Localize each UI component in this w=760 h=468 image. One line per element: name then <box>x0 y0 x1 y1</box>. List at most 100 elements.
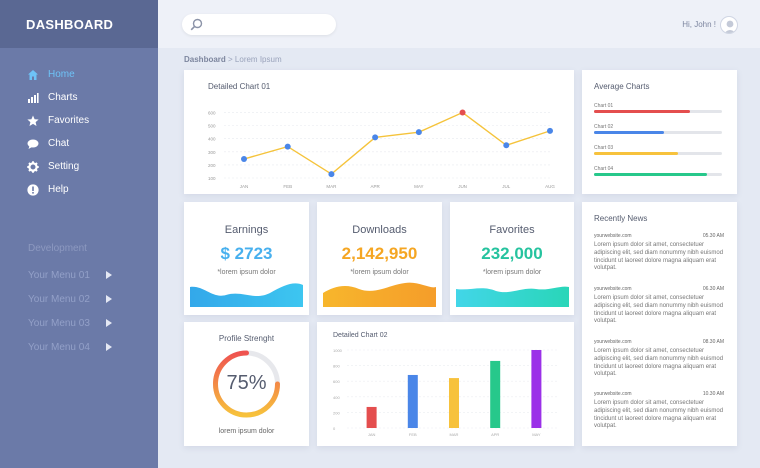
ring-progress <box>213 350 280 418</box>
chart-title: Detailed Chart 01 <box>208 82 271 91</box>
y-tick-label: 200 <box>208 163 216 168</box>
bar <box>449 378 459 428</box>
avg-label: Chart 01 <box>594 103 614 109</box>
x-tick-label: JAN <box>368 432 376 437</box>
x-tick-label: FEB <box>283 184 292 189</box>
news-time: 10.30 AM <box>702 391 724 397</box>
line-chart: 600 500 400 300 200 100 JAN FEB MAR APR MAY JUN JUL A… <box>208 109 555 189</box>
detailed-chart-01-card: Detailed Chart 01 600 500 400 300 200 100 JAN F… <box>184 70 574 194</box>
menu-item-01[interactable]: Your Menu 01 <box>0 263 158 287</box>
sidebar-title: DASHBOARD <box>0 0 158 48</box>
y-tick-label: 0 <box>333 426 336 431</box>
avg-row: Chart 02 <box>594 124 722 134</box>
sidebar-item-favorites[interactable]: Favorites <box>0 109 158 132</box>
data-point <box>372 134 379 141</box>
data-point <box>415 129 422 136</box>
favorites-card: Favorites 232,000 *lorem ipsum dolor <box>450 202 574 315</box>
y-tick-label: 400 <box>333 395 340 400</box>
menu-item-label: Your Menu 04 <box>28 341 90 353</box>
news-time: 06.30 AM <box>702 286 724 292</box>
y-tick-label: 400 <box>208 137 216 142</box>
sidebar: DASHBOARD Home Charts Favorites Chat <box>0 0 158 468</box>
x-tick-label: MAY <box>414 184 423 189</box>
menu-item-04[interactable]: Your Menu 04 <box>0 335 158 359</box>
sidebar-item-home[interactable]: Home <box>0 63 158 86</box>
bar <box>407 374 418 428</box>
progress-ring <box>213 350 280 418</box>
avg-label: Chart 03 <box>594 145 614 151</box>
news-item[interactable]: yourwebsite.com 08.30 AM Lorem ipsum dolo… <box>594 339 724 379</box>
news-item[interactable]: yourwebsite.com 05.30 AM Lorem ipsum dolo… <box>594 233 724 273</box>
stat-title: Earnings <box>224 224 269 236</box>
play-arrow-icon <box>105 271 112 279</box>
stat-title: Favorites <box>489 224 535 236</box>
sidebar-nav: Home Charts Favorites Chat Setting <box>0 63 158 201</box>
menu-item-02[interactable]: Your Menu 02 <box>0 287 158 311</box>
data-point <box>328 171 335 178</box>
avg-row: Chart 03 <box>594 145 722 155</box>
avg-title: Average Charts <box>594 82 650 91</box>
bar <box>531 350 542 428</box>
sidebar-item-help[interactable]: Help <box>0 178 158 201</box>
downloads-card: Downloads 2,142,950 *lorem ipsum dolor <box>317 202 442 315</box>
breadcrumb-root[interactable]: Dashboard <box>184 55 226 64</box>
search-input[interactable] <box>182 14 336 35</box>
sidebar-item-label: Setting <box>48 161 80 172</box>
news-item[interactable]: yourwebsite.com 10.30 AM Lorem ipsum dolo… <box>594 391 724 431</box>
stat-value: $ 2723 <box>220 244 273 263</box>
news-site[interactable]: yourwebsite.com <box>594 339 632 345</box>
sidebar-item-chat[interactable]: Chat <box>0 132 158 155</box>
avg-fill <box>594 173 707 176</box>
play-arrow-icon <box>105 343 112 351</box>
stat-title: Downloads <box>352 224 407 236</box>
news-text: Lorem ipsum dolor sit amet, consectetuer… <box>594 242 724 272</box>
news-title: Recently News <box>594 214 648 223</box>
recently-news-card: Recently News yourwebsite.com 05.30 AM Lo… <box>582 202 737 446</box>
bar <box>366 406 377 428</box>
news-site[interactable]: yourwebsite.com <box>594 391 632 397</box>
news-item[interactable]: yourwebsite.com 06.30 AM Lorem ipsum dolo… <box>594 286 724 326</box>
data-point <box>503 142 510 149</box>
sidebar-item-setting[interactable]: Setting <box>0 155 158 178</box>
breadcrumb-separator: > <box>225 55 235 64</box>
avg-label: Chart 04 <box>594 166 614 172</box>
detailed-chart-02-card: Detailed Chart 02 1000 800 600 400 200 0 JAN FE… <box>317 322 574 446</box>
sidebar-item-charts[interactable]: Charts <box>0 86 158 109</box>
avg-label: Chart 02 <box>594 124 614 130</box>
x-tick-label: MAR <box>326 184 337 189</box>
average-charts-card: Average Charts Chart 01 Chart 02 Chart 0… <box>582 70 737 194</box>
avatar[interactable] <box>720 16 738 34</box>
news-site[interactable]: yourwebsite.com <box>594 233 632 239</box>
y-tick-label: 300 <box>208 150 216 155</box>
sidebar-item-label: Help <box>48 184 69 195</box>
avg-track <box>594 173 722 176</box>
stat-subtitle: *lorem ipsum dolor <box>350 269 409 276</box>
breadcrumb: Dashboard > Lorem Ipsum <box>184 55 282 64</box>
x-tick-label: JUL <box>502 184 510 189</box>
sidebar-item-label: Chat <box>48 138 70 149</box>
profile-strength-card: Profile Strenght 75% lorem ipsum dolor <box>184 322 309 446</box>
news-text: Lorem ipsum dolor sit amet, consectetuer… <box>594 348 724 378</box>
wave-graphic <box>190 283 303 307</box>
sidebar-item-label: Charts <box>48 92 78 103</box>
avg-fill <box>594 110 690 113</box>
avg-track <box>594 131 722 134</box>
avg-track <box>594 110 722 113</box>
news-text: Lorem ipsum dolor sit amet, consectetuer… <box>594 295 724 325</box>
stat-value: 232,000 <box>481 244 543 263</box>
bar <box>490 360 501 428</box>
x-tick-label: APR <box>371 184 381 189</box>
y-tick-label: 200 <box>333 410 340 415</box>
menu-item-03[interactable]: Your Menu 03 <box>0 311 158 335</box>
menu-item-label: Your Menu 03 <box>28 317 90 329</box>
news-site[interactable]: yourwebsite.com <box>594 286 632 292</box>
stat-subtitle: *lorem ipsum dolor <box>482 269 542 276</box>
sidebar-item-label: Favorites <box>48 115 90 126</box>
avg-row: Chart 04 <box>594 166 722 176</box>
y-tick-label: 600 <box>333 379 340 384</box>
breadcrumb-current: Lorem Ipsum <box>234 55 282 64</box>
data-point <box>284 143 291 150</box>
bar-chart-icon <box>26 91 40 105</box>
user-greeting: Hi, John ! <box>682 20 716 29</box>
menu-item-label: Your Menu 02 <box>28 293 90 305</box>
